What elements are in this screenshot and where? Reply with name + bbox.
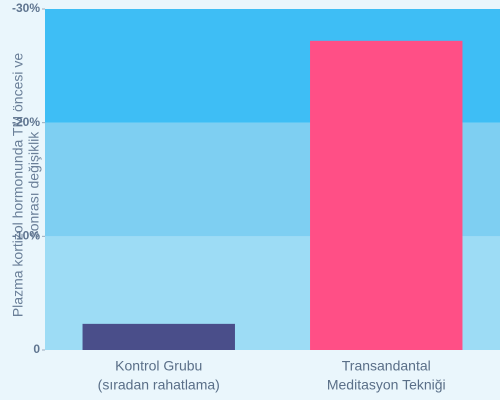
- x-tick-label: (sıradan rahatlama): [98, 377, 220, 393]
- y-tick-label: -10%: [12, 229, 40, 243]
- x-tick-label: Meditasyon Tekniği: [327, 377, 446, 393]
- bar: [82, 323, 235, 350]
- bar: [310, 40, 463, 351]
- y-tick-label: -20%: [12, 115, 40, 129]
- x-tick-label: Transandantal: [342, 358, 431, 374]
- y-tick-label: 0: [33, 342, 40, 356]
- y-tick-label: -30%: [12, 1, 40, 15]
- x-tick-label: Kontrol Grubu: [115, 358, 202, 374]
- y-axis-label: Plazma kortizol hormonunda TM öncesi ve: [10, 53, 26, 318]
- y-axis-label: sonrası değişiklik: [26, 131, 42, 239]
